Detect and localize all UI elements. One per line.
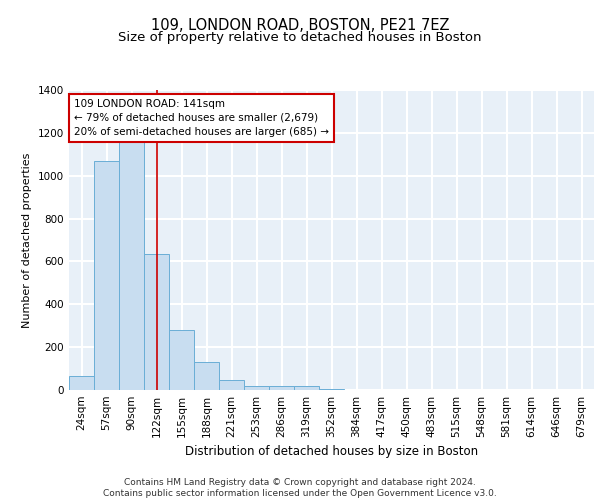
- Bar: [169, 330, 194, 390]
- Y-axis label: Number of detached properties: Number of detached properties: [22, 152, 32, 328]
- Bar: [269, 386, 294, 390]
- Bar: [119, 142, 144, 390]
- Text: 109, LONDON ROAD, BOSTON, PE21 7EZ: 109, LONDON ROAD, BOSTON, PE21 7EZ: [151, 18, 449, 32]
- Text: 109 LONDON ROAD: 141sqm
← 79% of detached houses are smaller (2,679)
20% of semi: 109 LONDON ROAD: 141sqm ← 79% of detache…: [74, 99, 329, 137]
- Bar: [194, 362, 219, 390]
- Bar: [144, 254, 169, 390]
- Text: Size of property relative to detached houses in Boston: Size of property relative to detached ho…: [118, 31, 482, 44]
- Text: Contains HM Land Registry data © Crown copyright and database right 2024.
Contai: Contains HM Land Registry data © Crown c…: [103, 478, 497, 498]
- X-axis label: Distribution of detached houses by size in Boston: Distribution of detached houses by size …: [185, 446, 478, 458]
- Bar: [244, 386, 269, 390]
- Bar: [69, 376, 94, 390]
- Bar: [94, 160, 119, 390]
- Bar: [319, 389, 344, 390]
- Bar: [219, 380, 244, 390]
- Bar: [294, 386, 319, 390]
